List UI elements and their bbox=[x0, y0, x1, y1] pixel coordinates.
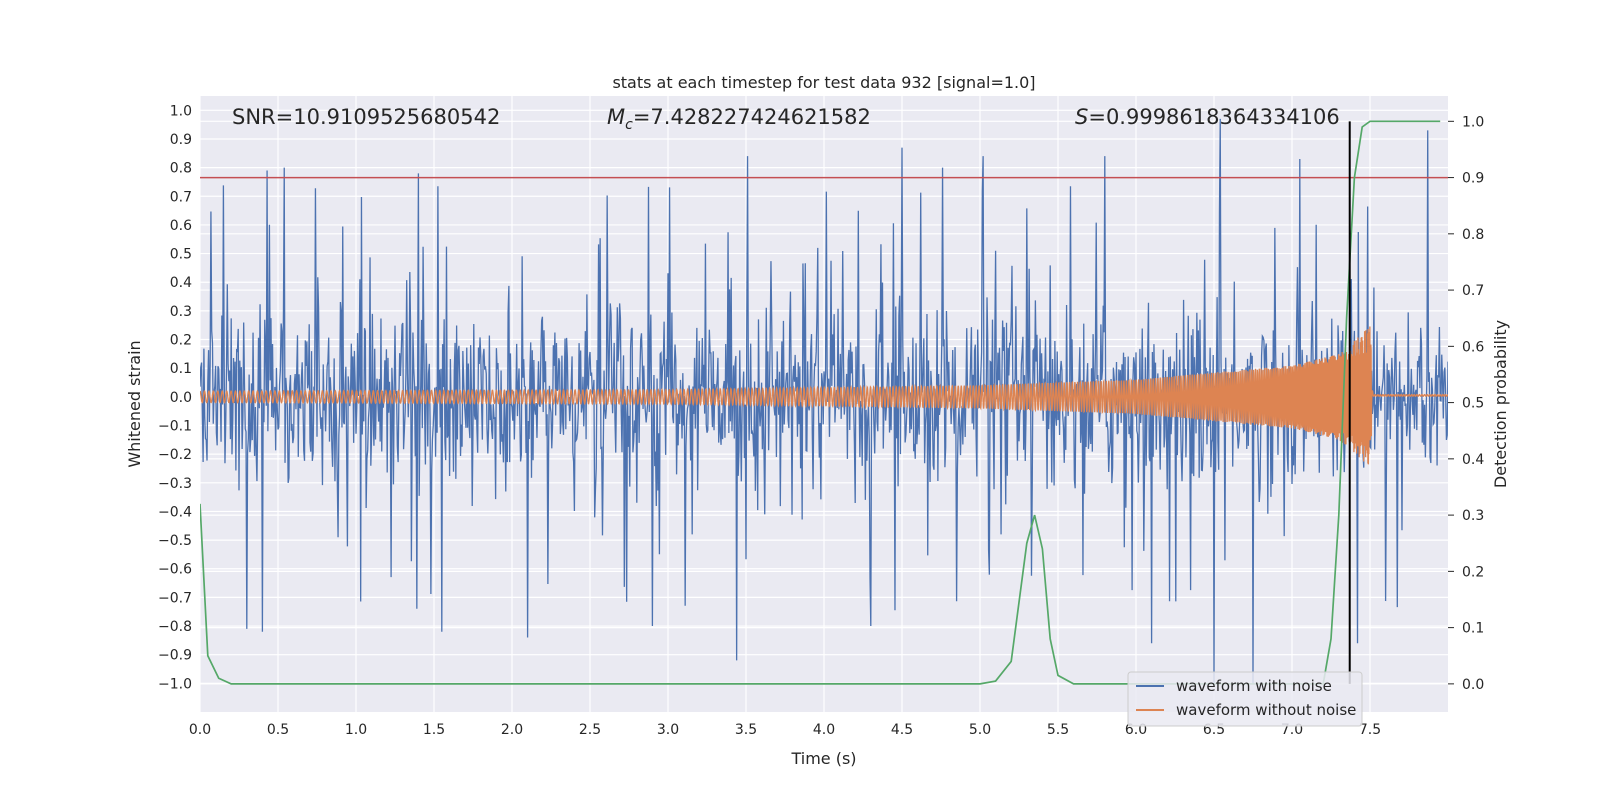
s-value: =0.9998618364334106 bbox=[1088, 105, 1339, 129]
chirp-mass-annotation: Mc=7.428227424621582 bbox=[607, 105, 871, 133]
y-tick-label: −0.1 bbox=[158, 418, 192, 434]
y2-tick-label: 0.3 bbox=[1462, 508, 1484, 524]
y2-axis-label: Detection probability bbox=[1491, 320, 1510, 488]
y-axis-right: 1.0 0.9 0.8 0.7 0.6 0.5 0.4 0.3 0.2 0.1 0.0 bbox=[1448, 114, 1484, 693]
y-tick-label: −0.9 bbox=[158, 648, 192, 664]
y2-tick-label: 0.0 bbox=[1462, 677, 1484, 693]
x-tick-label: 0.0 bbox=[189, 722, 211, 738]
y-tick-label: −0.5 bbox=[158, 533, 192, 549]
y-tick-label: −1.0 bbox=[158, 676, 192, 692]
chirp-mass-subscript: c bbox=[625, 117, 633, 133]
y2-tick-label: 0.9 bbox=[1462, 171, 1484, 187]
y-tick-label: 0.1 bbox=[170, 361, 192, 377]
y-tick-label: −0.3 bbox=[158, 476, 192, 492]
snr-annotation: SNR=10.9109525680542 bbox=[232, 105, 500, 129]
y-tick-label: −0.2 bbox=[158, 447, 192, 463]
legend: waveform with noise waveform without noi… bbox=[1127, 671, 1363, 727]
x-tick-label: 3.5 bbox=[735, 722, 757, 738]
chirp-mass-value: =7.428227424621582 bbox=[633, 105, 871, 129]
y-tick-label: 1.0 bbox=[170, 103, 192, 119]
y2-tick-label: 0.1 bbox=[1462, 621, 1484, 637]
y-tick-label: 0.6 bbox=[170, 218, 192, 234]
legend-label-noise: waveform with noise bbox=[1176, 677, 1332, 695]
x-tick-label: 2.5 bbox=[579, 722, 601, 738]
y-tick-label: 0.9 bbox=[170, 132, 192, 148]
y2-tick-label: 0.2 bbox=[1462, 564, 1484, 580]
x-tick-label: 5.0 bbox=[969, 722, 991, 738]
y-tick-label: 0.2 bbox=[170, 333, 192, 349]
y-tick-label: −0.7 bbox=[158, 590, 192, 606]
x-tick-label: 1.5 bbox=[423, 722, 445, 738]
y-tick-label: −0.4 bbox=[158, 504, 192, 520]
x-axis-label: Time (s) bbox=[790, 749, 856, 768]
y2-tick-label: 0.4 bbox=[1462, 452, 1484, 468]
y-tick-label: −0.8 bbox=[158, 619, 192, 635]
y2-tick-label: 0.6 bbox=[1462, 339, 1484, 355]
x-tick-label: 7.5 bbox=[1359, 722, 1381, 738]
y2-tick-label: 0.8 bbox=[1462, 227, 1484, 243]
x-tick-label: 4.0 bbox=[813, 722, 835, 738]
chirp-mass-symbol: M bbox=[607, 105, 625, 129]
y2-tick-label: 0.7 bbox=[1462, 283, 1484, 299]
snr-stat-annotation: S=0.9998618364334106 bbox=[1075, 105, 1340, 129]
y2-tick-label: 1.0 bbox=[1462, 114, 1484, 130]
x-tick-label: 3.0 bbox=[657, 722, 679, 738]
legend-box bbox=[1127, 671, 1363, 727]
y-axis-label: Whitened strain bbox=[125, 340, 144, 467]
y-axis-left: 1.0 0.9 0.8 0.7 0.6 0.5 0.4 0.3 0.2 0.1 0.0 −0.1 −0.… bbox=[158, 103, 192, 692]
y-tick-label: −0.6 bbox=[158, 562, 192, 578]
chart-title: stats at each timestep for test data 932… bbox=[612, 73, 1035, 92]
x-tick-label: 2.0 bbox=[501, 722, 523, 738]
y-tick-label: 0.0 bbox=[170, 390, 192, 406]
clean-waveform-line bbox=[200, 326, 1448, 465]
x-tick-label: 1.0 bbox=[345, 722, 367, 738]
x-tick-label: 5.5 bbox=[1047, 722, 1069, 738]
y2-tick-label: 0.5 bbox=[1462, 396, 1484, 412]
series-layer bbox=[200, 118, 1448, 684]
s-symbol: S bbox=[1075, 105, 1088, 129]
y-tick-label: 0.3 bbox=[170, 304, 192, 320]
y-tick-label: 0.8 bbox=[170, 161, 192, 177]
overlay-layer bbox=[200, 120, 1448, 685]
x-tick-label: 4.5 bbox=[891, 722, 913, 738]
x-tick-label: 0.5 bbox=[267, 722, 289, 738]
legend-label-clean: waveform without noise bbox=[1176, 701, 1356, 719]
y-tick-label: 0.5 bbox=[170, 247, 192, 263]
y-tick-label: 0.4 bbox=[170, 275, 192, 291]
y-tick-label: 0.7 bbox=[170, 189, 192, 205]
